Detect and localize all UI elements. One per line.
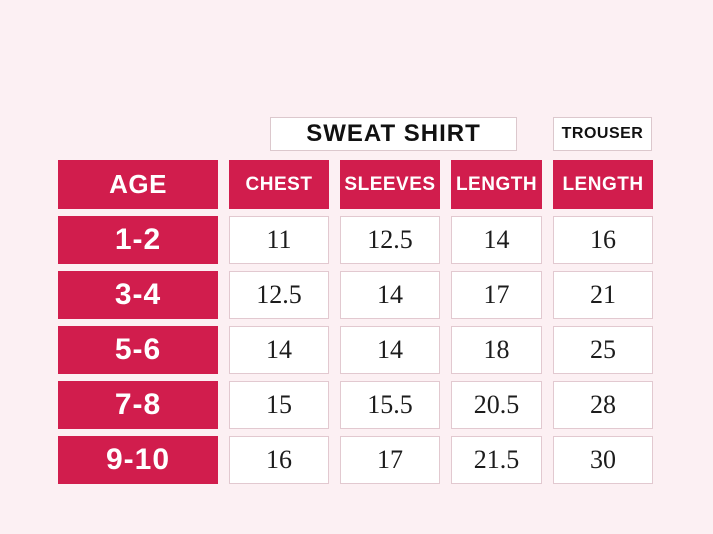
age-column-header: AGE — [58, 160, 218, 209]
size-table: AGE CHEST SLEEVES LENGTH LENGTH 1-2 11 1… — [58, 160, 653, 484]
sweat-shirt-title-box: SWEAT SHIRT — [270, 117, 517, 151]
trouser-title-box: TROUSER — [553, 117, 652, 151]
table-cell-length: 20.5 — [451, 381, 542, 429]
column-header-chest: CHEST — [229, 160, 329, 209]
table-cell-length: 17 — [451, 271, 542, 319]
table-cell-sleeves: 15.5 — [340, 381, 440, 429]
age-row-label: 9-10 — [58, 436, 218, 484]
table-cell-trouser-length: 16 — [553, 216, 653, 264]
table-cell-chest: 16 — [229, 436, 329, 484]
table-cell-trouser-length: 25 — [553, 326, 653, 374]
table-cell-length: 21.5 — [451, 436, 542, 484]
column-header-length: LENGTH — [451, 160, 542, 209]
table-cell-trouser-length: 30 — [553, 436, 653, 484]
age-row-label: 5-6 — [58, 326, 218, 374]
table-cell-sleeves: 14 — [340, 271, 440, 319]
age-row-label: 1-2 — [58, 216, 218, 264]
table-cell-chest: 12.5 — [229, 271, 329, 319]
table-cell-trouser-length: 28 — [553, 381, 653, 429]
trouser-title: TROUSER — [561, 125, 644, 142]
table-cell-chest: 14 — [229, 326, 329, 374]
table-cell-sleeves: 12.5 — [340, 216, 440, 264]
sweat-shirt-title: SWEAT SHIRT — [306, 120, 481, 147]
table-cell-chest: 15 — [229, 381, 329, 429]
table-cell-length: 14 — [451, 216, 542, 264]
column-header-trouser-length: LENGTH — [553, 160, 653, 209]
age-row-label: 3-4 — [58, 271, 218, 319]
age-row-label: 7-8 — [58, 381, 218, 429]
table-cell-sleeves: 17 — [340, 436, 440, 484]
table-cell-trouser-length: 21 — [553, 271, 653, 319]
table-cell-sleeves: 14 — [340, 326, 440, 374]
table-cell-chest: 11 — [229, 216, 329, 264]
table-cell-length: 18 — [451, 326, 542, 374]
column-header-sleeves: SLEEVES — [340, 160, 440, 209]
